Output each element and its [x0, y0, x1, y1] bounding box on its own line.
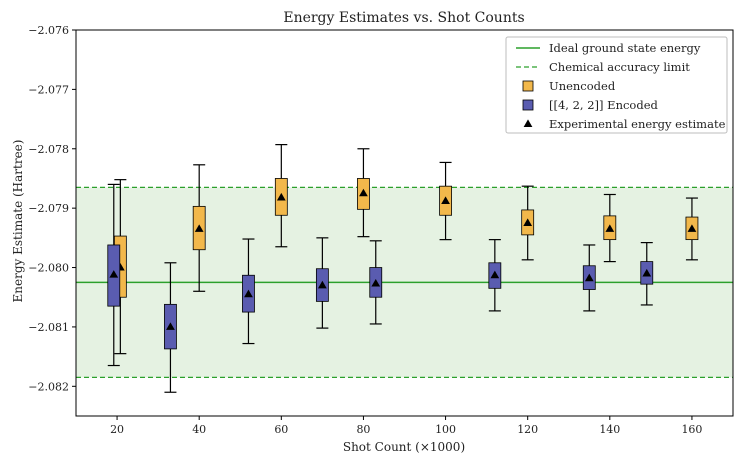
unencoded-box-5 — [521, 185, 535, 261]
legend-unencoded-swatch — [522, 80, 534, 92]
energy-estimate-marker — [194, 224, 204, 232]
unencoded-box-4 — [439, 161, 452, 241]
x-tick-label: 60 — [274, 423, 288, 436]
unencoded-box-2 — [274, 144, 288, 248]
encoded-box-7 — [640, 241, 654, 306]
unencoded-box-1 — [192, 164, 206, 292]
y-tick-label: −2.078 — [28, 143, 69, 156]
encoded-box-3 — [315, 237, 329, 329]
encoded-box-1 — [164, 262, 177, 393]
legend-label: Experimental energy estimate — [549, 117, 726, 131]
energy-estimate-marker — [109, 270, 119, 278]
energy-estimate-marker — [318, 280, 327, 289]
y-tick-label: −2.081 — [28, 321, 69, 334]
unencoded-box-7 — [685, 197, 699, 261]
legend-box — [505, 36, 728, 134]
x-tick-label: 120 — [517, 423, 538, 436]
encoded-box-0 — [107, 183, 121, 367]
legend-entry: Experimental energy estimate — [523, 117, 726, 131]
box-plots — [107, 144, 699, 393]
x-tick-label: 140 — [599, 423, 620, 436]
x-tick-label: 160 — [681, 423, 702, 436]
x-axis-title: Shot Count (×1000) — [343, 440, 465, 454]
energy-estimate-marker — [642, 268, 652, 277]
encoded-box-6 — [582, 244, 596, 312]
energy-estimate-marker — [441, 196, 450, 205]
energy-estimate-marker — [490, 270, 500, 279]
legend-entry: Chemical accuracy limit — [516, 60, 690, 74]
encoded-box-4 — [369, 240, 383, 325]
energy-estimate-marker — [687, 224, 697, 232]
legend-label: Ideal ground state energy — [549, 41, 701, 55]
y-tick-label: −2.079 — [28, 202, 69, 215]
axes: 20 40 60 80 100 120 140 160 −2.082 −2.081 −2.080 −2… — [28, 24, 734, 436]
y-tick-label: −2.082 — [28, 380, 69, 393]
reference-lines — [76, 186, 733, 379]
energy-estimate-marker — [605, 224, 615, 232]
legend-entry: Ideal ground state energy — [516, 41, 701, 55]
legend-triangle-marker — [523, 119, 533, 127]
x-tick-label: 20 — [110, 423, 124, 436]
legend: Ideal ground state energy Chemical accura… — [505, 36, 728, 134]
legend-label: Chemical accuracy limit — [549, 60, 690, 74]
legend-encoded-swatch — [522, 99, 534, 111]
legend-entry: [[4, 2, 2]] Encoded — [522, 98, 659, 112]
encoded-box-2 — [242, 238, 255, 345]
legend-label: [[4, 2, 2]] Encoded — [549, 98, 659, 112]
y-axis-title: Energy Estimate (Hartree) — [11, 140, 25, 303]
y-tick-label: −2.080 — [28, 262, 69, 275]
energy-estimate-marker — [359, 188, 368, 197]
unencoded-box-6 — [603, 193, 617, 263]
chart-title: Energy Estimates vs. Shot Counts — [283, 10, 524, 26]
x-tick-label: 40 — [192, 423, 206, 436]
energy-estimate-marker — [276, 192, 286, 201]
energy-estimate-marker — [523, 218, 533, 226]
y-tick-label: −2.077 — [28, 83, 69, 96]
legend-label: Unencoded — [549, 79, 616, 93]
axes-frame — [75, 29, 734, 417]
x-tick-label: 80 — [356, 423, 370, 436]
unencoded-box-3 — [357, 148, 370, 238]
x-tick-label: 100 — [435, 423, 456, 436]
energy-estimate-marker — [244, 289, 253, 298]
y-tick-label: −2.076 — [28, 24, 69, 37]
encoded-box-5 — [488, 239, 502, 312]
energy-estimate-marker — [584, 273, 594, 282]
energy-estimate-marker — [166, 322, 175, 330]
legend-entry: Unencoded — [522, 79, 616, 93]
energy-estimate-marker — [371, 278, 381, 287]
